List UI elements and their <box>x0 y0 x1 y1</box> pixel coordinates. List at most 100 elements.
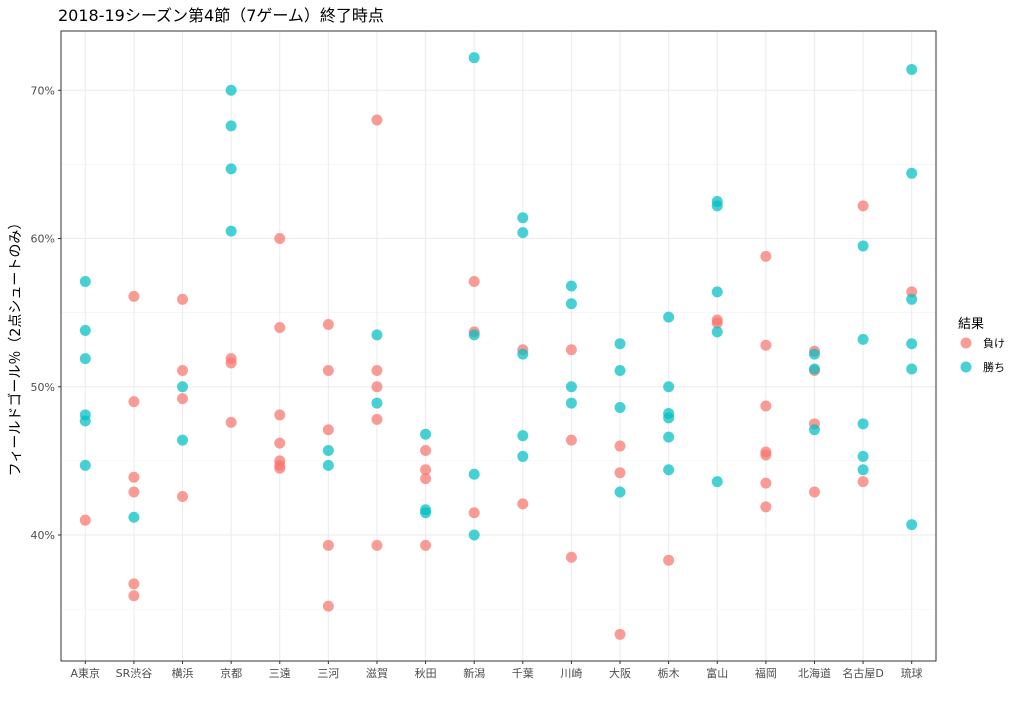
data-point <box>322 539 334 551</box>
data-point <box>322 424 334 436</box>
legend-title: 結果 <box>958 317 984 332</box>
data-point <box>225 84 237 96</box>
data-point <box>177 490 189 502</box>
panel-border <box>60 30 937 662</box>
data-point <box>517 450 529 462</box>
data-point <box>79 459 91 471</box>
data-point <box>663 554 675 566</box>
data-point <box>760 477 772 489</box>
legend-label: 勝ち <box>983 360 1005 374</box>
data-point <box>565 381 577 393</box>
data-point <box>468 329 480 341</box>
data-point <box>614 364 626 376</box>
data-point <box>906 64 918 76</box>
data-point <box>371 413 383 425</box>
data-point <box>128 290 140 302</box>
data-point <box>322 600 334 612</box>
x-tick-label: 横浜 <box>172 666 194 680</box>
y-axis-ticks: 40% 50% 60% 70% <box>31 84 61 542</box>
data-point <box>274 462 286 474</box>
data-point <box>79 276 91 288</box>
data-point <box>177 293 189 305</box>
data-point <box>371 397 383 409</box>
x-tick-label: 三河 <box>317 667 339 680</box>
data-point <box>663 381 675 393</box>
chart-title: 2018-19シーズン第4節（7ゲーム）終了時点 <box>58 6 384 25</box>
x-tick-label: 大阪 <box>609 666 631 680</box>
data-point <box>128 486 140 498</box>
y-axis-label: フィールドゴール％（2点シュートのみ） <box>7 216 24 477</box>
data-point <box>225 357 237 369</box>
data-point <box>857 418 869 430</box>
data-point <box>808 348 820 360</box>
data-point <box>322 319 334 331</box>
data-point <box>808 424 820 436</box>
data-point <box>760 400 772 412</box>
data-point <box>857 200 869 212</box>
x-tick-label: 富山 <box>706 666 728 680</box>
x-tick-label: 千葉 <box>512 666 534 680</box>
data-point <box>565 551 577 563</box>
data-point <box>517 430 529 442</box>
data-point <box>906 519 918 531</box>
data-point <box>79 324 91 336</box>
data-point <box>79 353 91 365</box>
data-point <box>517 498 529 510</box>
data-point <box>128 590 140 602</box>
x-tick-label: A東京 <box>71 666 101 680</box>
data-point <box>468 507 480 519</box>
data-point <box>225 120 237 132</box>
data-point <box>565 397 577 409</box>
data-point <box>225 416 237 428</box>
x-tick-label: 滋賀 <box>366 667 388 680</box>
data-point <box>274 437 286 449</box>
data-point <box>857 464 869 476</box>
data-point <box>420 473 432 485</box>
data-point <box>468 468 480 480</box>
data-point <box>711 326 723 338</box>
data-point <box>225 225 237 237</box>
data-point <box>128 396 140 408</box>
data-point <box>274 321 286 333</box>
data-point <box>614 338 626 350</box>
data-point <box>614 486 626 498</box>
data-point <box>906 293 918 305</box>
data-point <box>760 501 772 513</box>
data-point <box>371 364 383 376</box>
data-point <box>663 431 675 443</box>
x-tick-label: 京都 <box>220 666 242 680</box>
y-tick-label: 40% <box>31 529 55 542</box>
data-point <box>371 114 383 126</box>
x-tick-label: 栃木 <box>658 666 680 680</box>
data-point <box>565 280 577 292</box>
data-point <box>906 338 918 350</box>
data-point <box>857 240 869 252</box>
data-point <box>468 52 480 64</box>
data-point <box>517 227 529 239</box>
data-point <box>128 511 140 523</box>
data-point <box>760 250 772 262</box>
data-point <box>517 348 529 360</box>
data-point <box>420 428 432 440</box>
legend-key <box>960 361 972 373</box>
x-tick-label: SR渋谷 <box>116 667 153 680</box>
x-tick-label: 川崎 <box>560 666 582 680</box>
legend-label: 負け <box>983 337 1005 350</box>
x-tick-label: 秋田 <box>415 666 437 680</box>
data-point <box>79 415 91 427</box>
data-point <box>225 163 237 175</box>
data-point <box>906 363 918 375</box>
data-point <box>663 412 675 424</box>
data-point <box>371 381 383 393</box>
data-points <box>79 52 918 640</box>
data-point <box>128 578 140 590</box>
x-tick-label: 名古屋D <box>842 666 883 680</box>
x-tick-label: 福岡 <box>755 666 777 680</box>
grid-major <box>61 31 936 661</box>
data-point <box>322 445 334 457</box>
data-point <box>468 529 480 541</box>
x-axis-ticks: A東京 SR渋谷 横浜 京都 三遠 三河 滋賀 秋田 新潟 千葉 川崎 大阪 栃木 富山 福岡 北海道 名古屋D… <box>71 661 923 680</box>
